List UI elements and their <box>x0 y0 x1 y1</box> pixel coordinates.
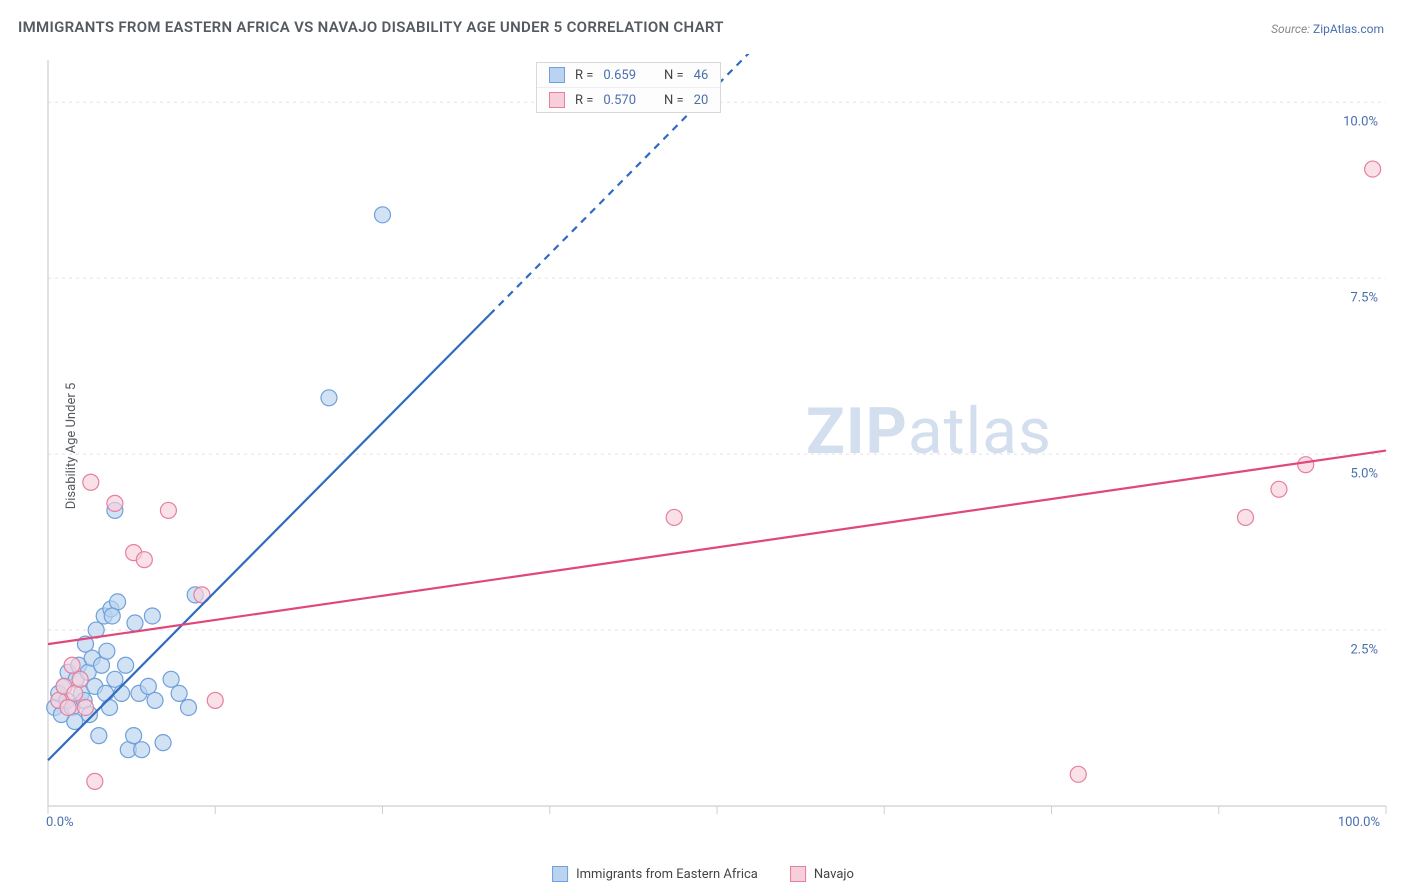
corr-n-value: 46 <box>694 68 709 83</box>
correlation-row: R = 0.570 N = 20 <box>537 87 720 112</box>
corr-r-value: 0.570 <box>603 93 636 108</box>
y-tick-label: 7.5% <box>1350 291 1378 306</box>
x-tick-label: 0.0% <box>46 815 74 830</box>
corr-n-value: 20 <box>694 93 709 108</box>
bottom-legend: Immigrants from Eastern Africa Navajo <box>552 866 854 882</box>
correlation-legend: R = 0.659 N = 46 R = 0.570 N = 20 <box>536 62 721 113</box>
legend-label: Immigrants from Eastern Africa <box>576 867 758 882</box>
correlation-row: R = 0.659 N = 46 <box>537 63 720 87</box>
y-tick-label: 2.5% <box>1350 643 1378 658</box>
source-attribution: Source: ZipAtlas.com <box>1271 22 1384 36</box>
legend-label: Navajo <box>814 867 854 882</box>
y-tick-label: 5.0% <box>1350 467 1378 482</box>
corr-r-label: R = <box>575 93 593 108</box>
corr-r-value: 0.659 <box>603 68 636 83</box>
x-tick-label: 100.0% <box>1338 815 1380 830</box>
chart-title: IMMIGRANTS FROM EASTERN AFRICA VS NAVAJO… <box>18 18 724 36</box>
legend-swatch <box>552 866 568 882</box>
source-label: Source: <box>1271 22 1310 36</box>
legend-swatch <box>549 92 565 108</box>
legend-item: Navajo <box>790 866 854 882</box>
source-value: ZipAtlas.com <box>1313 22 1384 36</box>
scatter-plot <box>46 54 1388 832</box>
legend-swatch <box>790 866 806 882</box>
corr-r-label: R = <box>575 68 593 83</box>
corr-n-label: N = <box>664 68 684 83</box>
corr-n-label: N = <box>664 93 684 108</box>
y-tick-label: 10.0% <box>1343 115 1378 130</box>
chart-area: ZIPatlas R =0.659N =46R =0.570N =20 2.5%… <box>46 54 1388 832</box>
legend-item: Immigrants from Eastern Africa <box>552 866 758 882</box>
legend-swatch <box>549 67 565 83</box>
